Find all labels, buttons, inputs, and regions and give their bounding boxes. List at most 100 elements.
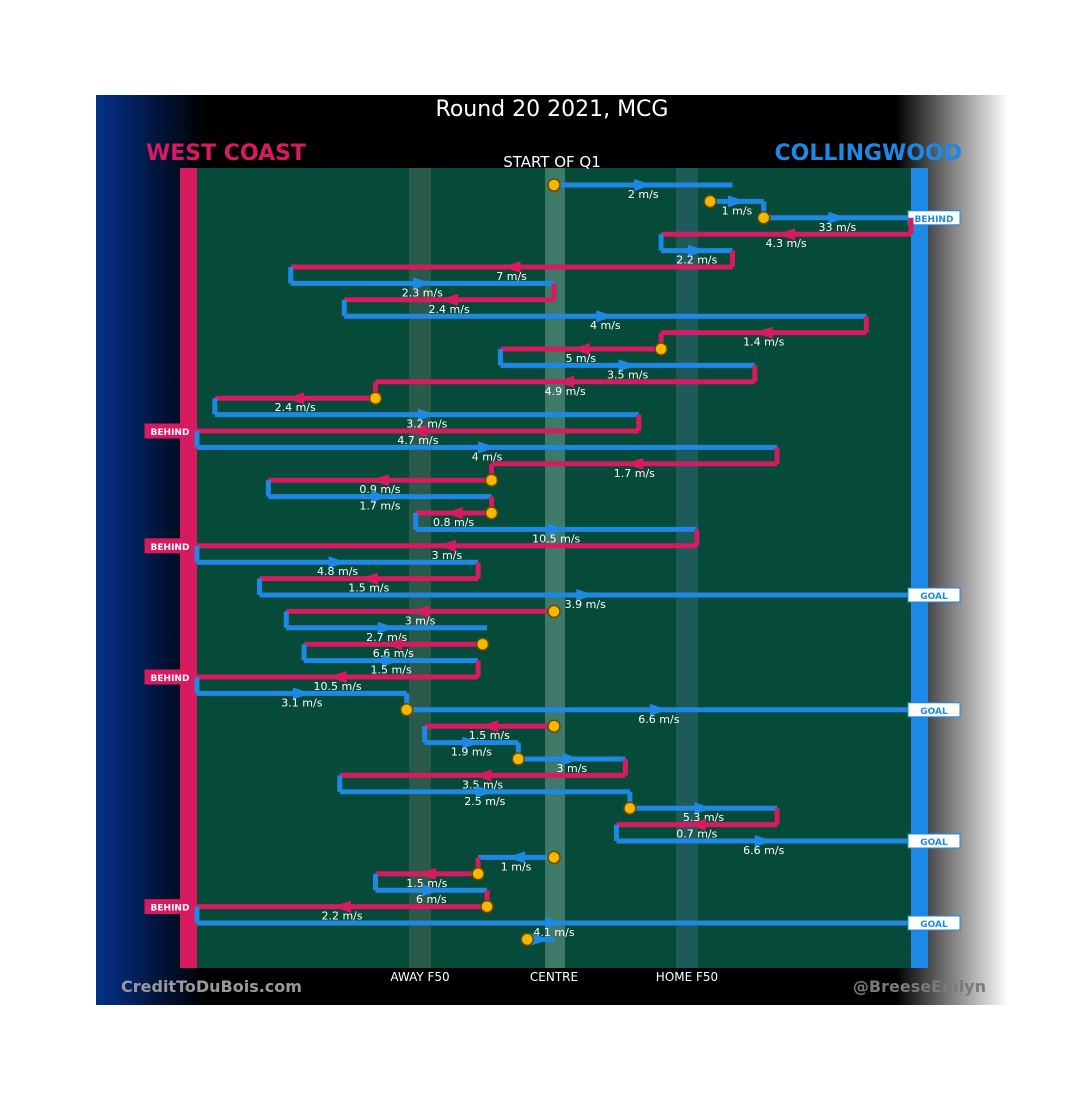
speed-label: 1.5 m/s [406,877,447,890]
direction-arrow [777,228,796,241]
stoppage-marker [399,703,414,717]
stoppage-marker [547,850,561,865]
outcome-label: GOAL [920,707,948,717]
direction-arrow [571,343,590,355]
direction-arrow [382,654,401,667]
team-west-coast: WEST COAST [146,141,306,166]
direction-arrow [694,802,713,815]
speed-label: 0.9 m/s [359,483,400,496]
direction-arrow [727,195,746,208]
speed-label: 1.5 m/s [469,729,510,742]
speed-label: 2.2 m/s [676,254,717,267]
stoppage-marker [623,801,637,815]
stoppage-marker [511,752,526,766]
direction-arrow [333,900,352,913]
outcome-badge [907,210,961,226]
home-f50-band [676,168,698,968]
direction-arrow [556,375,575,388]
direction-arrow [507,851,526,864]
speed-label: 2 m/s [628,188,659,201]
outcome-label: BEHIND [151,674,190,684]
chart-frame: Round 20 2021, MCG WEST COAST COLLINGWOO… [96,95,1008,1005]
outcome-label: BEHIND [915,215,954,225]
direction-arrow [417,408,436,421]
speed-label: 1.5 m/s [371,664,412,677]
speed-label: 1.7 m/s [614,467,655,480]
stoppage-marker [654,342,668,356]
outcome-badge [907,587,961,603]
centre-band [545,168,565,968]
outcome-badge [907,833,961,849]
outcome-badge [907,702,961,718]
outcome-badge [907,915,961,931]
direction-arrow [754,835,773,847]
direction-arrow [444,507,463,519]
direction-arrow [422,884,441,897]
speed-label: 10.5 m/s [532,532,580,545]
speed-label: 2.2 m/s [321,910,362,923]
direction-arrow [531,933,550,946]
direction-arrow [292,687,311,700]
credit-right: @BreeseEmlyn [852,977,986,996]
chart-title: Round 20 2021, MCG [435,97,669,122]
stoppage-marker [484,473,499,487]
direction-arrow [478,441,497,454]
speed-label: 6 m/s [416,893,447,906]
direction-arrow [359,572,378,585]
outcome-label: BEHIND [151,428,190,438]
stoppage-marker [703,194,717,209]
speed-label: 2.4 m/s [275,401,316,414]
speed-label: 1 m/s [722,204,753,217]
direction-arrow [687,818,706,831]
credit-left: CreditToDuBois.com [121,977,302,996]
speed-label: 3.1 m/s [281,696,322,709]
speed-label: 4.8 m/s [317,565,358,578]
home-f50-label: HOME F50 [655,970,719,984]
direction-arrow [545,917,563,929]
collingwood-goal-line [911,168,928,968]
speed-label: 3 m/s [405,614,436,627]
direction-arrow [473,769,492,782]
speed-label: 1.5 m/s [348,582,389,595]
direction-arrow [370,474,389,487]
chain-plot: 2 m/s 1 m/s 33 m/s BEHIND 4.3 m/s 2.2 m/s 7 m/… [144,178,961,947]
stoppage-marker [475,637,490,651]
outcome-label: BEHIND [151,904,190,914]
outcome-label: GOAL [920,920,948,930]
stoppage-marker [368,391,383,405]
speed-label: 2.4 m/s [429,303,470,316]
speed-label: 0.7 m/s [676,828,717,841]
direction-arrow [576,589,595,601]
centre-label: CENTRE [529,970,579,984]
speed-label: 1.4 m/s [743,336,784,349]
stoppage-marker [471,867,485,881]
direction-arrow [377,621,396,634]
speed-label: 4.1 m/s [533,926,574,939]
direction-arrow [286,392,305,405]
direction-arrow [596,310,615,323]
stoppage-marker [480,899,494,914]
direction-arrow [625,457,644,470]
speed-label: 3 m/s [432,549,463,562]
outcome-label: BEHIND [151,543,190,553]
speed-label: 1 m/s [501,860,532,873]
speed-label: 2.5 m/s [464,795,505,808]
direction-arrow [370,490,389,503]
speed-label: 3 m/s [557,762,588,775]
speed-label: 1.7 m/s [359,500,400,513]
speed-label: 1.9 m/s [451,746,492,759]
stoppage-marker [547,178,561,192]
speed-label: 3.5 m/s [462,778,503,791]
direction-arrow [754,326,773,339]
direction-arrow [440,293,459,306]
away-f50-label: AWAY F50 [390,970,450,984]
direction-arrow [462,736,481,749]
direction-arrow [687,244,706,257]
outcome-label: GOAL [920,838,948,848]
direction-arrow [411,605,430,618]
direction-arrow [328,556,347,569]
speed-label: 3.2 m/s [406,418,447,431]
direction-arrow [384,638,403,651]
direction-arrow [328,671,347,683]
west-coast-goal-line [180,168,197,968]
